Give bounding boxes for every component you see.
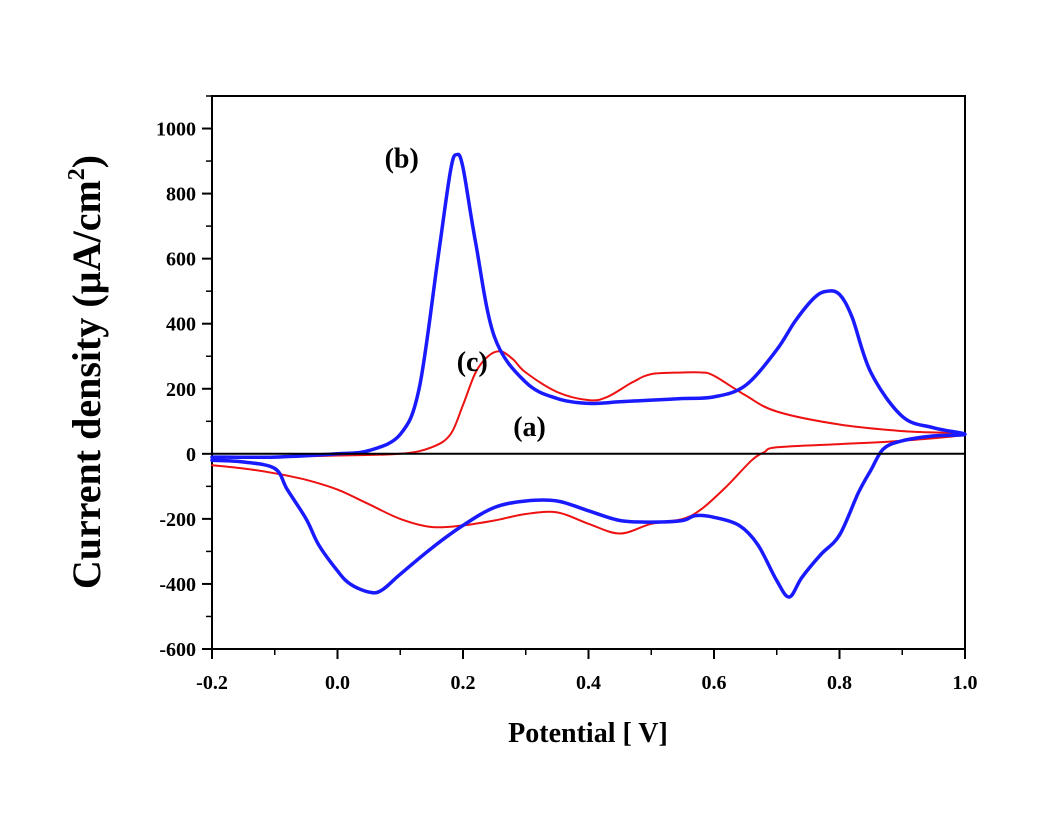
- x-tick-label: 1.0: [953, 672, 978, 694]
- curve-label-b: (b): [385, 144, 419, 175]
- series-layer: [210, 152, 967, 599]
- plot-frame: [211, 95, 966, 650]
- y-axis-title-sup: 2: [64, 168, 90, 180]
- series-line-b: [210, 152, 967, 599]
- y-tick-label: -400: [159, 574, 196, 596]
- x-axis: -0.2 0.0 0.2 0.4 0.6 0.8 1.0: [196, 649, 978, 694]
- x-axis-title: Potential [ V]: [508, 718, 668, 749]
- x-tick-label: 0.8: [827, 672, 852, 694]
- y-tick-label: 1000: [156, 119, 196, 141]
- y-tick-label: 400: [166, 314, 196, 336]
- curve-label-a: (a): [513, 412, 546, 443]
- y-tick-label: 0: [186, 444, 196, 466]
- plot-area: [211, 95, 966, 650]
- y-axis-title: Current density (µA/cm2): [64, 155, 109, 589]
- x-tick-label: 0.0: [325, 672, 350, 694]
- curve-label-c: (c): [457, 347, 488, 378]
- x-tick-label: 0.6: [702, 672, 727, 694]
- y-tick-label: 600: [166, 249, 196, 271]
- y-axis-title-main: Current density (µA/cm: [64, 180, 109, 589]
- y-tick-label: 800: [166, 184, 196, 206]
- y-axis: -600 -400 -200 0 200 400 600 800 1000: [156, 95, 212, 661]
- y-tick-label: -600: [159, 639, 196, 661]
- y-axis-title-close: ): [64, 155, 109, 168]
- x-tick-label: 0.2: [451, 672, 476, 694]
- y-tick-label: -200: [159, 509, 196, 531]
- x-tick-label: -0.2: [196, 672, 228, 694]
- annotation-layer: (b) (c) (a): [385, 144, 546, 443]
- y-tick-label: 200: [166, 379, 196, 401]
- x-tick-label: 0.4: [576, 672, 601, 694]
